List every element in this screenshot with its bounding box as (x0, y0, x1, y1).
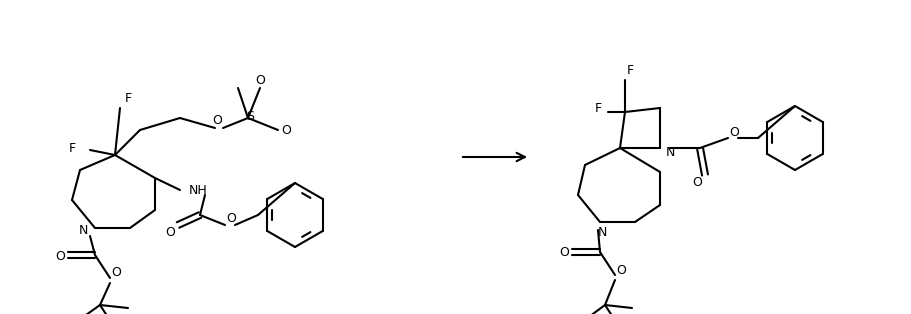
Text: O: O (165, 226, 175, 240)
Text: F: F (125, 91, 131, 105)
Text: N: N (78, 224, 87, 236)
Text: S: S (246, 110, 254, 122)
Text: O: O (55, 250, 65, 263)
Text: O: O (226, 213, 236, 225)
Text: NH: NH (189, 183, 208, 197)
Text: O: O (255, 73, 265, 86)
Text: O: O (111, 267, 121, 279)
Text: N: N (665, 147, 675, 160)
Text: O: O (212, 113, 222, 127)
Text: F: F (595, 101, 601, 115)
Text: O: O (729, 127, 739, 139)
Text: O: O (692, 176, 702, 190)
Text: F: F (68, 142, 76, 154)
Text: O: O (559, 246, 569, 259)
Text: O: O (281, 123, 291, 137)
Text: N: N (598, 225, 607, 239)
Text: O: O (616, 263, 626, 277)
Text: F: F (627, 63, 633, 77)
